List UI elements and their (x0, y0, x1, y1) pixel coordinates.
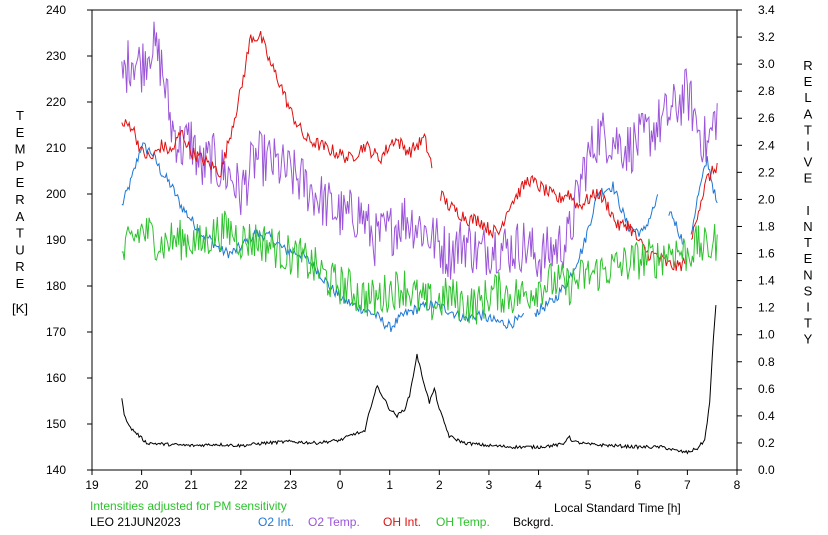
x-tick-label: 8 (734, 478, 741, 492)
y-right-tick-label: 3.4 (758, 3, 775, 17)
bckgrd-line (121, 305, 717, 455)
y-right-tick-label: 2.0 (758, 192, 775, 206)
right-label-letter: V (804, 155, 813, 170)
x-tick-label: 21 (185, 478, 199, 492)
y-right-tick-label: 2.6 (758, 111, 775, 125)
right-label-letter: Y (804, 332, 813, 347)
y-right-tick-label: 2.2 (758, 165, 775, 179)
right-label-letter: I (806, 203, 810, 218)
x-tick-label: 23 (284, 478, 298, 492)
right-label-letter: S (804, 283, 813, 298)
x-tick-label: 20 (135, 478, 149, 492)
y-left-tick-label: 140 (46, 463, 66, 477)
left-label-letter: P (16, 158, 25, 173)
x-tick-label: 1 (386, 478, 393, 492)
left-label-letter: E (16, 125, 25, 140)
right-label-letter: E (804, 171, 813, 186)
left-label-letter: R (15, 259, 24, 274)
x-tick-label: 22 (234, 478, 248, 492)
right-label-letter: A (804, 106, 813, 121)
y-right-tick-label: 0.4 (758, 409, 775, 423)
axes: 19 20 21 22 23 0 1 2 3 4 5 6 7 8140150160170180190200… (46, 3, 775, 492)
y-right-tick-label: 1.2 (758, 301, 775, 315)
y-left-tick-label: 190 (46, 233, 66, 247)
right-label-letter: E (804, 74, 813, 89)
left-label-unit: [K] (12, 301, 28, 316)
legend-item: O2 Int. (258, 515, 294, 529)
y-left-tick-label: 210 (46, 141, 66, 155)
left-label-letter: R (15, 192, 24, 207)
o2-temp-line (121, 21, 718, 282)
right-label-letter: T (804, 316, 812, 331)
y-left-tick-label: 240 (46, 3, 66, 17)
x-tick-label: 5 (585, 478, 592, 492)
y-left-tick-label: 200 (46, 187, 66, 201)
x-tick-label: 0 (337, 478, 344, 492)
right-label-letter: T (804, 122, 812, 137)
x-axis-label: Local Standard Time [h] (554, 501, 681, 515)
y-left-tick-label: 230 (46, 49, 66, 63)
oh-temp-line (121, 210, 718, 325)
right-label-letter: N (803, 267, 812, 282)
left-label-letter: E (16, 276, 25, 291)
y-right-tick-label: 0.8 (758, 355, 775, 369)
station-date: LEO 21JUN2023 (90, 515, 181, 529)
x-tick-label: 19 (85, 478, 99, 492)
left-label-letter: T (16, 226, 24, 241)
y-right-tick-label: 0.6 (758, 382, 775, 396)
legend-item: O2 Temp. (308, 515, 360, 529)
legend-item: Bckgrd. (513, 515, 554, 529)
legend-item: OH Int. (383, 515, 421, 529)
y-right-tick-label: 0.2 (758, 436, 775, 450)
right-label-letter: E (804, 251, 813, 266)
y-left-tick-label: 170 (46, 325, 66, 339)
y-right-tick-label: 1.6 (758, 247, 775, 261)
left-label-letter: E (16, 175, 25, 190)
legend-item: OH Temp. (436, 515, 490, 529)
y-left-tick-label: 220 (46, 95, 66, 109)
y-right-tick-label: 1.8 (758, 219, 775, 233)
right-label-letter: L (804, 90, 811, 105)
left-label-letter: T (16, 108, 24, 123)
oh-int-line (121, 30, 718, 272)
right-label-letter: R (803, 58, 812, 73)
y-left-tick-label: 150 (46, 417, 66, 431)
y-right-tick-label: 2.8 (758, 84, 775, 98)
left-label-letter: U (15, 242, 24, 257)
y-right-tick-label: 2.4 (758, 138, 775, 152)
right-label-letter: N (803, 219, 812, 234)
left-label-letter: A (16, 209, 25, 224)
x-tick-label: 7 (684, 478, 691, 492)
y-right-tick-label: 3.0 (758, 57, 775, 71)
y-right-tick-label: 1.0 (758, 328, 775, 342)
series-layer (121, 21, 718, 455)
sensitivity-note: Intensities adjusted for PM sensitivity (90, 499, 287, 513)
x-tick-label: 3 (486, 478, 493, 492)
y-right-tick-label: 3.2 (758, 30, 775, 44)
x-tick-label: 6 (634, 478, 641, 492)
y-left-tick-label: 180 (46, 279, 66, 293)
y-right-tick-label: 1.4 (758, 274, 775, 288)
legend: O2 Int. O2 Temp. OH Int. OH Temp. Bckgrd. (258, 515, 554, 529)
right-label-letter: I (806, 300, 810, 315)
y-left-tick-label: 160 (46, 371, 66, 385)
right-label-letter: I (806, 139, 810, 154)
y-right-tick-label: 0.0 (758, 463, 775, 477)
left-label-letter: M (15, 142, 26, 157)
right-label-letter: T (804, 235, 812, 250)
x-tick-label: 4 (535, 478, 542, 492)
x-tick-label: 2 (436, 478, 443, 492)
